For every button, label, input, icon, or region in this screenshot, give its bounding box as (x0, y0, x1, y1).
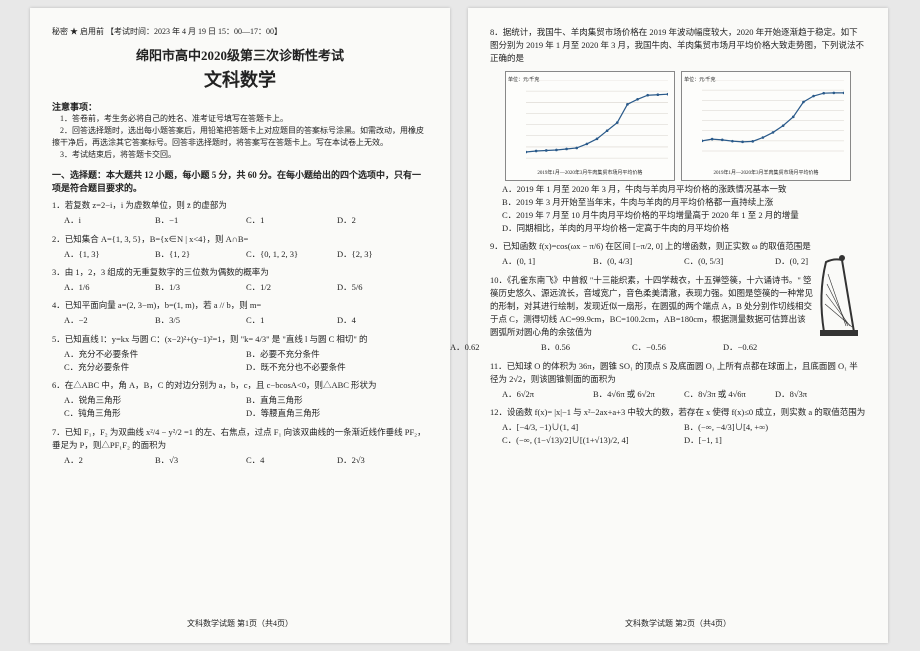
q4-a: A．−2 (64, 314, 155, 327)
q8-stem: 8．据统计，我国牛、羊肉集贸市场价格在 2019 年波动幅度较大，2020 年开… (490, 26, 866, 66)
q7-c: C．4 (246, 454, 337, 467)
q11-d: D．8√3π (775, 388, 866, 401)
q5-d: D．既不充分也不必要条件 (246, 361, 428, 374)
beef-chart-title: 2019年1月—2020年3月牛肉集贸市场月平均价格 (506, 170, 674, 178)
q5-c: C．充分必要条件 (64, 361, 246, 374)
q12-c: C．(−∞, (1−√13)/2]∪[(1+√13)/2, 4] (502, 434, 684, 447)
q10-d: D．−0.62 (723, 341, 814, 354)
q2-stem: 2．已知集合 A={1, 3, 5}，B={x∈N | x<4}，则 A∩B= (52, 233, 428, 246)
q6-stem: 6．在△ABC 中，角 A，B，C 的对边分别为 a，b，c，且 c−bcosA… (52, 379, 428, 392)
q11-c: C．8√3π 或 4√6π (684, 388, 775, 401)
q10: 10．《孔雀东南飞》中曾叙 "十三能织素，十四学裁衣，十五弹箜篌，十六诵诗书。"… (490, 274, 866, 355)
q8-b: B．2019 年 3 月开始至当年末，牛肉与羊肉的月平均价格都一直持续上涨 (502, 196, 866, 209)
beef-chart-svg (526, 80, 668, 161)
q5-b: B．必要不充分条件 (246, 348, 428, 361)
q3-c: C．1/2 (246, 281, 337, 294)
beef-chart: 单位：元/千克 (505, 71, 675, 181)
q7-b: B．√3 (155, 454, 246, 467)
q9-stem: 9．已知函数 f(x)=cos(ωx − π/6) 在区间 [−π/2, 0] … (490, 240, 866, 253)
q11-stem: 11．已知球 O 的体积为 36π，圆锥 SO₁ 的顶点 S 及底面圆 O₁ 上… (490, 360, 866, 386)
q10-a: A．0.62 (450, 341, 541, 354)
q10-c: C．−0.56 (632, 341, 723, 354)
q1: 1．若复数 z=2−i，i 为虚数单位，则 z̄ 的虚部为 A．i B．−1 C… (52, 199, 428, 227)
notice-1: 1．答卷前，考生务必将自己的姓名、准考证号填写在答题卡上。 (52, 113, 428, 125)
q4-b: B．3/5 (155, 314, 246, 327)
q2-c: C．{0, 1, 2, 3} (246, 248, 337, 261)
mutton-chart: 单位：元/千克 (681, 71, 851, 181)
q10-stem: 10．《孔雀东南飞》中曾叙 "十三能织素，十四学裁衣，十五弹箜篌，十六诵诗书。"… (490, 274, 814, 340)
q9-a: A．(0, 1] (502, 255, 593, 268)
konghou-icon (816, 254, 862, 340)
q12: 12．设函数 f(x)= |x|−1 与 x²−2ax+a+3 中较大的数，若存… (490, 406, 866, 448)
q12-stem: 12．设函数 f(x)= |x|−1 与 x²−2ax+a+3 中较大的数，若存… (490, 406, 866, 419)
notice-2: 2．回答选择题时，选出每小题答案后，用铅笔把答题卡上对应题目的答案标号涂黑。如需… (52, 125, 428, 149)
q8: 8．据统计，我国牛、羊肉集贸市场价格在 2019 年波动幅度较大，2020 年开… (490, 26, 866, 235)
header-secret: 秘密 ★ 启用前 【考试时间：2023 年 4 月 19 日 15：00—17：… (52, 26, 428, 37)
subject-title: 文科数学 (52, 66, 428, 92)
q5-stem: 5．已知直线 l：y=kx 与圆 C：(x−2)²+(y−1)²=1，则 "k=… (52, 333, 428, 346)
footer-left: 文科数学试题 第1页（共4页） (30, 618, 450, 629)
q6-d: D．等腰直角三角形 (246, 407, 428, 420)
q7-stem: 7．已知 F₁，F₂ 为双曲线 x²/4 − y²/2 =1 的左、右焦点，过点… (52, 426, 428, 452)
exam-title: 绵阳市高中2020级第三次诊断性考试 (52, 45, 428, 64)
q12-a: A．[−4/3, −1)∪(1, 4] (502, 421, 684, 434)
q4: 4．已知平面向量 a=(2, 3−m)，b=(1, m)，若 a // b，则 … (52, 299, 428, 327)
notice-3: 3．考试结束后，将答题卡交回。 (52, 149, 428, 161)
section1-head: 一、选择题：本大题共 12 小题，每小题 5 分，共 60 分。在每小题给出的四… (52, 169, 428, 194)
notice-label: 注意事项： (52, 100, 428, 113)
mutton-chart-svg (702, 80, 844, 161)
q2-d: D．{2, 3} (337, 248, 428, 261)
q12-b: B．(−∞, −4/3]∪[4, +∞) (684, 421, 866, 434)
q8-d: D．同期相比，羊肉的月平均价格一定高于牛肉的月平均价格 (502, 222, 866, 235)
q1-stem: 1．若复数 z=2−i，i 为虚数单位，则 z̄ 的虚部为 (52, 199, 428, 212)
q6-c: C．钝角三角形 (64, 407, 246, 420)
q3-d: D．5/6 (337, 281, 428, 294)
q5-a: A．充分不必要条件 (64, 348, 246, 361)
q2: 2．已知集合 A={1, 3, 5}，B={x∈N | x<4}，则 A∩B= … (52, 233, 428, 261)
q3: 3．由 1，2，3 组成的无重复数字的三位数为偶数的概率为 A．1/6 B．1/… (52, 266, 428, 294)
q1-c: C．1 (246, 214, 337, 227)
charts-row: 单位：元/千克 (490, 69, 866, 183)
q1-a: A．i (64, 214, 155, 227)
footer-right: 文科数学试题 第2页（共4页） (468, 618, 888, 629)
q7-d: D．2√3 (337, 454, 428, 467)
q2-a: A．{1, 3} (64, 248, 155, 261)
q9-c: C．(0, 5/3] (684, 255, 775, 268)
q9: 9．已知函数 f(x)=cos(ωx − π/6) 在区间 [−π/2, 0] … (490, 240, 866, 268)
mutton-chart-title: 2019年1月—2020年3月羊肉集贸市场月平均价格 (682, 170, 850, 178)
q6-b: B．直角三角形 (246, 394, 428, 407)
q5: 5．已知直线 l：y=kx 与圆 C：(x−2)²+(y−1)²=1，则 "k=… (52, 333, 428, 375)
page-2: 8．据统计，我国牛、羊肉集贸市场价格在 2019 年波动幅度较大，2020 年开… (468, 8, 888, 643)
q8-a: A．2019 年 1 月至 2020 年 3 月，牛肉与羊肉月平均价格的涨跌情况… (502, 183, 866, 196)
q2-b: B．{1, 2} (155, 248, 246, 261)
q11-a: A．6√2π (502, 388, 593, 401)
q12-d: D．[−1, 1] (684, 434, 866, 447)
q1-d: D．2 (337, 214, 428, 227)
q11: 11．已知球 O 的体积为 36π，圆锥 SO₁ 的顶点 S 及底面圆 O₁ 上… (490, 360, 866, 402)
q7: 7．已知 F₁，F₂ 为双曲线 x²/4 − y²/2 =1 的左、右焦点，过点… (52, 426, 428, 468)
page-1: 秘密 ★ 启用前 【考试时间：2023 年 4 月 19 日 15：00—17：… (30, 8, 450, 643)
q6-a: A．锐角三角形 (64, 394, 246, 407)
q3-stem: 3．由 1，2，3 组成的无重复数字的三位数为偶数的概率为 (52, 266, 428, 279)
q11-b: B．4√6π 或 6√2π (593, 388, 684, 401)
q6: 6．在△ABC 中，角 A，B，C 的对边分别为 a，b，c，且 c−bcosA… (52, 379, 428, 421)
q3-b: B．1/3 (155, 281, 246, 294)
q3-a: A．1/6 (64, 281, 155, 294)
q10-b: B．0.56 (541, 341, 632, 354)
q8-c: C．2019 年 7 月至 10 月牛肉月平均价格的平均增量高于 2020 年 … (502, 209, 866, 222)
q4-d: D．4 (337, 314, 428, 327)
q9-b: B．(0, 4/3] (593, 255, 684, 268)
q1-b: B．−1 (155, 214, 246, 227)
q4-c: C．1 (246, 314, 337, 327)
q7-a: A．2 (64, 454, 155, 467)
q4-stem: 4．已知平面向量 a=(2, 3−m)，b=(1, m)，若 a // b，则 … (52, 299, 428, 312)
